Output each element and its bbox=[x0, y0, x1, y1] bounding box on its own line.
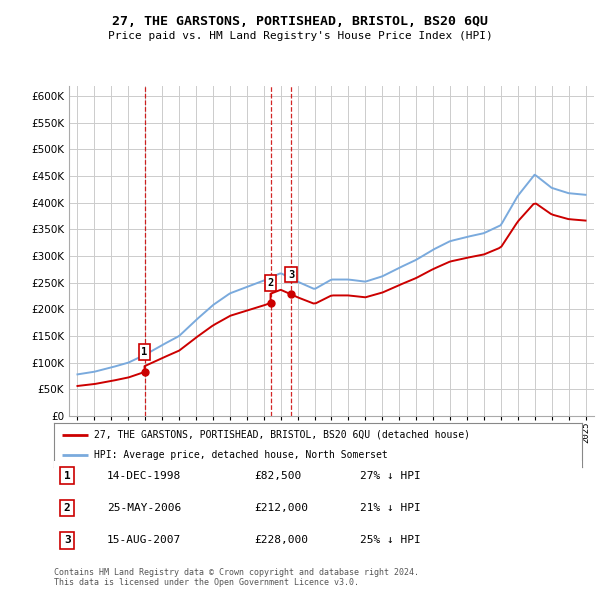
Text: 2: 2 bbox=[268, 278, 274, 288]
Text: Contains HM Land Registry data © Crown copyright and database right 2024.
This d: Contains HM Land Registry data © Crown c… bbox=[54, 568, 419, 587]
Text: 21% ↓ HPI: 21% ↓ HPI bbox=[360, 503, 421, 513]
Text: 25-MAY-2006: 25-MAY-2006 bbox=[107, 503, 181, 513]
Text: 27, THE GARSTONS, PORTISHEAD, BRISTOL, BS20 6QU: 27, THE GARSTONS, PORTISHEAD, BRISTOL, B… bbox=[112, 15, 488, 28]
Text: 27, THE GARSTONS, PORTISHEAD, BRISTOL, BS20 6QU (detached house): 27, THE GARSTONS, PORTISHEAD, BRISTOL, B… bbox=[94, 430, 470, 440]
Text: 1: 1 bbox=[142, 347, 148, 357]
Text: HPI: Average price, detached house, North Somerset: HPI: Average price, detached house, Nort… bbox=[94, 450, 388, 460]
Text: 2: 2 bbox=[64, 503, 71, 513]
Text: 3: 3 bbox=[288, 270, 295, 280]
Text: £212,000: £212,000 bbox=[254, 503, 308, 513]
Text: £82,500: £82,500 bbox=[254, 471, 302, 480]
Text: 3: 3 bbox=[64, 536, 71, 545]
Text: 15-AUG-2007: 15-AUG-2007 bbox=[107, 536, 181, 545]
Text: 25% ↓ HPI: 25% ↓ HPI bbox=[360, 536, 421, 545]
Text: 1: 1 bbox=[64, 471, 71, 480]
Text: Price paid vs. HM Land Registry's House Price Index (HPI): Price paid vs. HM Land Registry's House … bbox=[107, 31, 493, 41]
Text: £228,000: £228,000 bbox=[254, 536, 308, 545]
Text: 27% ↓ HPI: 27% ↓ HPI bbox=[360, 471, 421, 480]
Text: 14-DEC-1998: 14-DEC-1998 bbox=[107, 471, 181, 480]
